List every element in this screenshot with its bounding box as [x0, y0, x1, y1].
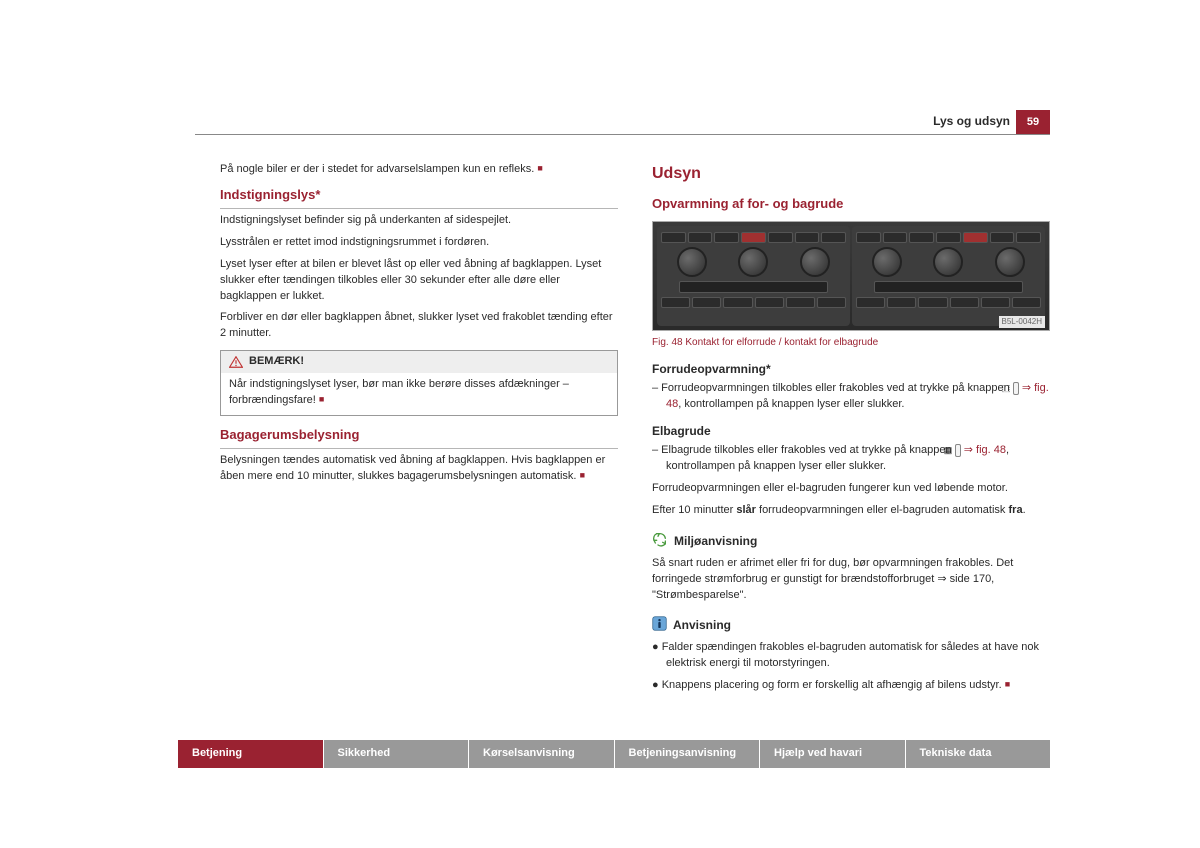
list-item: ● Falder spændingen frakobles el-bagrude… — [652, 640, 1050, 672]
heading-forrude: Forrudeopvarmning* — [652, 361, 1050, 378]
tab-hjaelp[interactable]: Hjælp ved havari — [760, 740, 906, 768]
warning-box: BEMÆRK! Når indstigningslyset lyser, bør… — [220, 350, 618, 416]
body-text: Lyset lyser efter at bilen er blevet lås… — [220, 257, 618, 305]
warning-header: BEMÆRK! — [221, 351, 617, 373]
body-text: Forbliver en dør eller bagklappen åbnet,… — [220, 310, 618, 342]
warning-triangle-icon — [229, 356, 243, 368]
end-marker-icon: ■ — [319, 394, 324, 404]
content-columns: På nogle biler er der i stedet for advar… — [220, 162, 1050, 699]
tab-korselsanvisning[interactable]: Kørselsanvisning — [469, 740, 615, 768]
tab-betjening[interactable]: Betjening — [178, 740, 324, 768]
dial-icon — [738, 247, 768, 277]
dial-icon — [933, 247, 963, 277]
env-note-header: Miljøanvisning — [652, 531, 1050, 553]
heading-bagagerum: Bagagerumsbelysning — [220, 426, 618, 449]
page-number: 59 — [1016, 110, 1050, 134]
env-note-title: Miljøanvisning — [674, 533, 757, 550]
climate-panel-right — [852, 226, 1045, 326]
figure-ref: ⇒ fig. 48 — [961, 444, 1006, 456]
dial-icon — [677, 247, 707, 277]
figure-caption: Fig. 48 Kontakt for elforrude / kontakt … — [652, 336, 1050, 351]
end-marker-icon: ■ — [580, 470, 585, 480]
tab-betjeningsanvisning[interactable]: Betjeningsanvisning — [615, 740, 761, 768]
figure-48: B5L-0042H — [652, 221, 1050, 331]
figure-code: B5L-0042H — [999, 316, 1045, 328]
body-text: Lysstrålen er rettet imod indstigningsru… — [220, 235, 618, 251]
end-marker-icon: ■ — [537, 163, 542, 173]
right-column: Udsyn Opvarmning af for- og bagrude B5L-… — [652, 162, 1050, 699]
warning-body: Når indstigningslyset lyser, bør man ikk… — [221, 373, 617, 415]
section-tabs: Betjening Sikkerhed Kørselsanvisning Bet… — [178, 740, 1050, 768]
body-text: Efter 10 minutter slår forrudeopvarmning… — [652, 503, 1050, 519]
recycle-icon — [652, 531, 668, 553]
heading-elbagrude: Elbagrude — [652, 423, 1050, 440]
left-column: På nogle biler er der i stedet for advar… — [220, 162, 618, 699]
dial-icon — [872, 247, 902, 277]
front-defrost-button-icon: ⬚ — [1013, 382, 1019, 395]
list-item: ● Knappens placering og form er forskell… — [652, 678, 1050, 694]
heading-udsyn: Udsyn — [652, 162, 1050, 185]
tab-tekniske-data[interactable]: Tekniske data — [906, 740, 1051, 768]
body-text: Forrudeopvarmningen eller el-bagruden fu… — [652, 481, 1050, 497]
climate-panel-left — [657, 226, 850, 326]
header-rule — [195, 134, 1050, 135]
list-item: – Forrudeopvarmningen tilkobles eller fr… — [652, 381, 1050, 413]
tab-sikkerhed[interactable]: Sikkerhed — [324, 740, 470, 768]
intro-text: På nogle biler er der i stedet for advar… — [220, 162, 618, 178]
body-text: Så snart ruden er afrimet eller fri for … — [652, 556, 1050, 604]
info-note-header: Anvisning — [652, 616, 1050, 637]
body-text: Belysningen tændes automatisk ved åbning… — [220, 453, 618, 485]
info-note-title: Anvisning — [673, 617, 731, 634]
section-title: Lys og udsyn — [933, 114, 1010, 128]
end-marker-icon: ■ — [1005, 679, 1010, 689]
heading-indstigningslys: Indstigningslys* — [220, 186, 618, 209]
dial-icon — [995, 247, 1025, 277]
info-icon — [652, 616, 667, 637]
manual-page: Lys og udsyn 59 På nogle biler er der i … — [0, 0, 1200, 848]
heading-opvarmning: Opvarmning af for- og bagrude — [652, 195, 1050, 217]
body-text: Indstigningslyset befinder sig på underk… — [220, 213, 618, 229]
dial-icon — [800, 247, 830, 277]
list-item: – Elbagrude tilkobles eller frakobles ve… — [652, 443, 1050, 475]
warning-title: BEMÆRK! — [249, 354, 304, 370]
